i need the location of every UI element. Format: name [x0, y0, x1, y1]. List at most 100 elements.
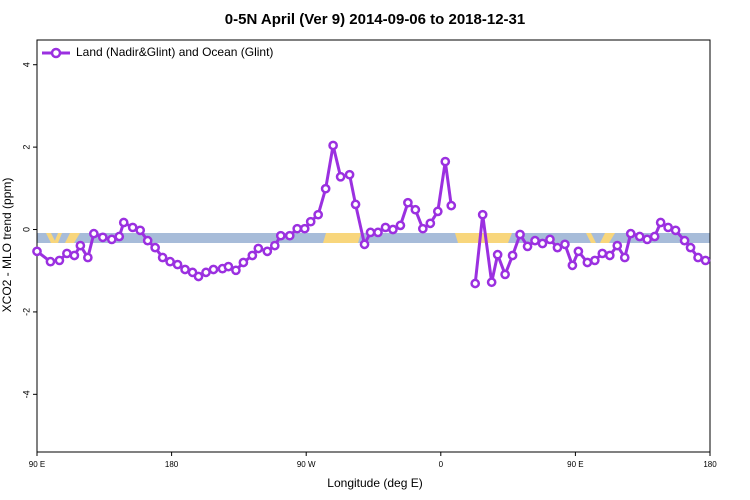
x-tick-label: 0: [439, 460, 444, 469]
point: [142, 235, 153, 246]
y-tick-label: -2: [21, 308, 31, 316]
point: [150, 242, 160, 253]
point: [82, 252, 93, 263]
point: [359, 239, 370, 250]
point: [470, 278, 481, 289]
point: [157, 252, 168, 263]
point: [500, 269, 510, 280]
point: [253, 243, 264, 254]
y-tick-label: 0: [21, 227, 31, 232]
point: [446, 200, 457, 211]
point: [231, 265, 241, 276]
point: [403, 197, 413, 208]
point: [269, 240, 280, 251]
point: [335, 171, 346, 182]
point: [625, 228, 636, 239]
x-tick-label: 180: [703, 460, 717, 469]
point: [552, 242, 563, 253]
point: [612, 240, 623, 251]
point: [522, 241, 533, 252]
point: [700, 255, 711, 266]
legend: Land (Nadir&Glint) and Ocean (Glint): [42, 45, 273, 59]
point: [477, 209, 488, 220]
point: [208, 264, 219, 275]
point: [299, 223, 310, 234]
point: [344, 169, 355, 180]
legend-marker: [50, 47, 62, 59]
series-line: [36, 143, 707, 284]
point: [262, 246, 273, 257]
y-tick-label: 2: [21, 145, 31, 150]
point: [425, 218, 436, 229]
point: [507, 250, 518, 261]
x-tick-label: 90 E: [29, 460, 45, 469]
point: [247, 250, 258, 261]
point: [604, 250, 615, 261]
point: [440, 156, 451, 167]
point: [284, 230, 295, 241]
point: [172, 259, 183, 270]
point: [418, 223, 428, 234]
point: [69, 250, 80, 261]
point: [114, 231, 125, 242]
point: [388, 224, 398, 235]
point: [642, 234, 653, 245]
point: [560, 239, 570, 250]
point: [573, 246, 584, 257]
point: [649, 231, 660, 242]
point: [530, 235, 540, 246]
point: [685, 242, 696, 253]
point: [589, 255, 600, 266]
point: [537, 238, 548, 249]
point: [693, 252, 703, 263]
x-tick-label: 180: [165, 460, 179, 469]
point: [292, 223, 303, 234]
y-tick-label: -4: [21, 390, 31, 398]
point: [305, 216, 316, 227]
point: [275, 230, 286, 241]
point: [238, 257, 249, 268]
point: [350, 199, 361, 210]
x-axis-label: Longitude (deg E): [327, 476, 422, 490]
point: [118, 217, 129, 228]
surface-band: [37, 233, 710, 243]
point: [223, 261, 234, 272]
point: [97, 232, 108, 243]
legend-label: Land (Nadir&Glint) and Ocean (Glint): [76, 45, 273, 59]
point: [670, 225, 681, 236]
plot-frame: [36, 39, 711, 453]
point: [127, 222, 138, 233]
point: [328, 140, 338, 151]
point: [62, 248, 72, 259]
point: [410, 204, 421, 215]
point: [655, 217, 666, 228]
point: [373, 227, 383, 238]
point: [380, 222, 391, 233]
chart-title: 0-5N April (Ver 9) 2014-09-06 to 2018-12…: [225, 11, 525, 28]
point: [663, 222, 673, 233]
point: [165, 256, 175, 267]
point: [679, 235, 690, 246]
y-tick-label: 4: [21, 62, 31, 67]
point: [135, 225, 146, 236]
point: [619, 252, 630, 263]
point: [201, 267, 211, 278]
point: [567, 260, 578, 271]
point: [486, 277, 497, 288]
point: [365, 227, 376, 238]
point: [88, 228, 99, 239]
point: [193, 271, 204, 282]
point: [582, 257, 593, 268]
y-axis-label: XCO2 - MLO trend (ppm): [0, 178, 14, 313]
x-tick-label: 90 W: [297, 460, 316, 469]
point: [395, 220, 406, 231]
point: [492, 249, 503, 260]
point: [597, 248, 608, 259]
point: [45, 256, 56, 267]
point: [32, 246, 42, 257]
point: [180, 264, 190, 275]
point: [545, 234, 555, 245]
point: [634, 231, 645, 242]
point: [432, 206, 443, 217]
